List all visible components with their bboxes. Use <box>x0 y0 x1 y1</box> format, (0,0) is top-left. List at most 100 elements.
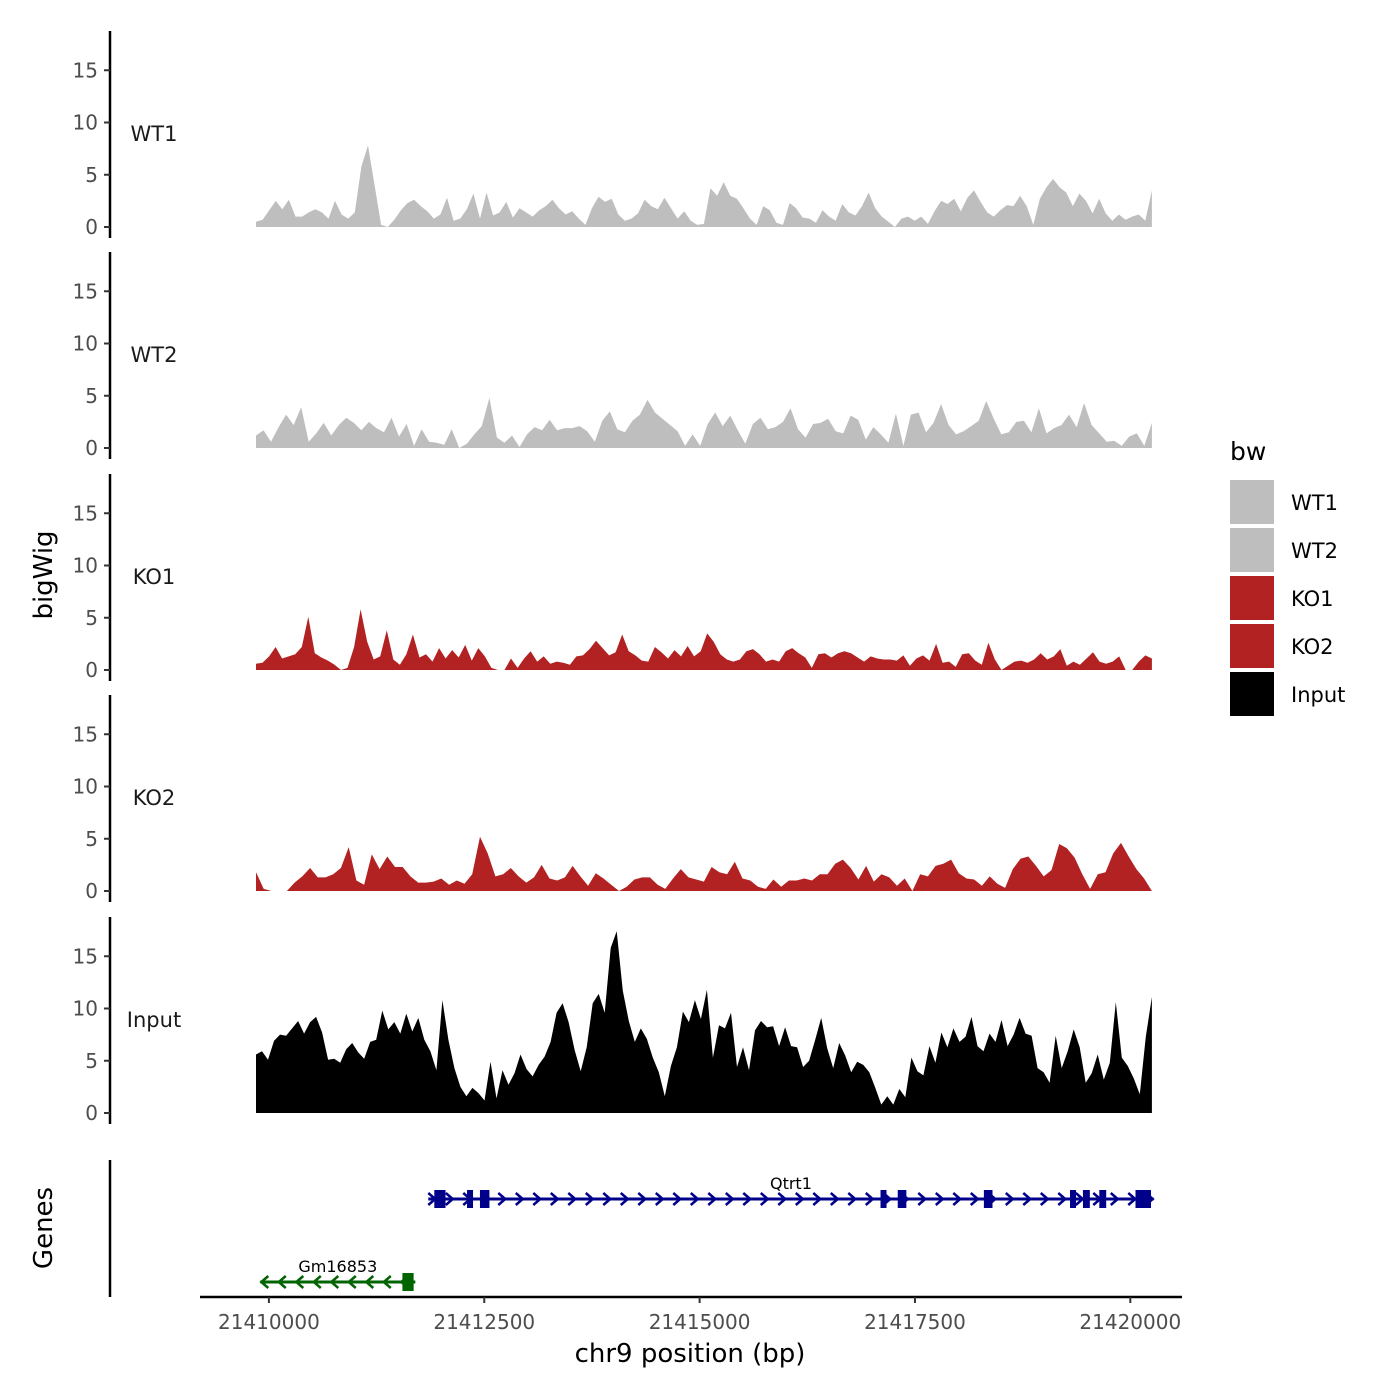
x-tick-label: 21412500 <box>433 1310 535 1334</box>
strand-arrow <box>742 1192 753 1206</box>
strand-arrow <box>444 1192 455 1206</box>
y-tick-label: 0 <box>85 436 98 460</box>
exon <box>1135 1190 1151 1208</box>
signal-tracks: 0 5 10 15 WT1 0 5 10 15 WT2 0 5 10 15 KO1 0 5 10 15 KO2 0 5 10… <box>73 31 1152 1125</box>
legend-label: WT2 <box>1291 539 1338 563</box>
strand-arrow <box>1127 1192 1138 1206</box>
strand-arrow <box>532 1192 543 1206</box>
gene-label: Gm16853 <box>298 1257 377 1276</box>
strand-arrow <box>619 1192 630 1206</box>
legend-title: bw <box>1230 437 1266 466</box>
legend-label: WT1 <box>1291 491 1338 515</box>
strand-arrow <box>969 1192 980 1206</box>
legend-swatch <box>1230 528 1274 572</box>
y-tick-label: 15 <box>73 944 98 968</box>
y-axis-title-genes: Genes <box>29 1187 59 1269</box>
y-tick-label: 5 <box>85 1049 98 1073</box>
y-tick-label: 5 <box>85 163 98 187</box>
legend-label: KO1 <box>1291 587 1334 611</box>
exon <box>434 1190 446 1208</box>
y-tick-label: 10 <box>73 775 98 799</box>
y-tick-label: 15 <box>73 58 98 82</box>
signal-area-wt1 <box>256 145 1152 227</box>
track-ko2: 0 5 10 15 KO2 <box>73 695 1152 903</box>
legend-item-wt2: WT2 <box>1230 528 1338 572</box>
exon <box>479 1190 490 1208</box>
track-wt2: 0 5 10 15 WT2 <box>73 252 1152 460</box>
y-tick-label: 15 <box>73 501 98 525</box>
strand-arrow <box>637 1192 648 1206</box>
y-tick-label: 15 <box>73 279 98 303</box>
x-tick-label: 21420000 <box>1079 1310 1181 1334</box>
strand-arrow <box>934 1192 945 1206</box>
strand-arrow <box>847 1192 858 1206</box>
strand-arrow <box>812 1192 823 1206</box>
exon <box>880 1190 887 1208</box>
exon <box>1082 1190 1090 1208</box>
strand-arrow <box>724 1192 735 1206</box>
track-label: WT2 <box>131 343 178 367</box>
gene-label: Qtrt1 <box>770 1174 812 1193</box>
strand-arrow <box>567 1192 578 1206</box>
strand-arrow <box>381 1275 392 1289</box>
y-tick-label: 10 <box>73 997 98 1021</box>
y-tick-label: 10 <box>73 332 98 356</box>
track-wt1: 0 5 10 15 WT1 <box>73 31 1152 239</box>
strand-arrow <box>759 1192 770 1206</box>
signal-area-input <box>256 931 1152 1113</box>
gene-qtrt1: Qtrt1 <box>427 1174 1155 1208</box>
x-tick-label: 21415000 <box>649 1310 751 1334</box>
x-tick-label: 21417500 <box>864 1310 966 1334</box>
strand-arrow <box>584 1192 595 1206</box>
track-label: Input <box>127 1008 181 1032</box>
strand-arrow <box>602 1192 613 1206</box>
exon <box>983 1190 993 1208</box>
legend-item-input: Input <box>1230 672 1345 716</box>
legend: bw WT1 WT2 KO1 KO2 Input <box>1230 437 1345 716</box>
y-tick-label: 5 <box>85 606 98 630</box>
gene-track: Gm16853 Qtrt1 <box>108 1160 1155 1297</box>
strand-arrow <box>864 1192 875 1206</box>
y-tick-label: 0 <box>85 658 98 682</box>
strand-arrow <box>654 1192 665 1206</box>
legend-swatch <box>1230 480 1274 524</box>
legend-item-ko2: KO2 <box>1230 624 1334 668</box>
strand-arrow <box>952 1192 963 1206</box>
exon <box>1070 1190 1077 1208</box>
strand-arrow <box>689 1192 700 1206</box>
strand-arrow <box>346 1275 357 1289</box>
y-tick-label: 0 <box>85 1101 98 1125</box>
strand-arrow <box>829 1192 840 1206</box>
strand-arrow <box>549 1192 560 1206</box>
strand-arrow <box>1109 1192 1120 1206</box>
strand-arrow <box>794 1192 805 1206</box>
legend-item-ko1: KO1 <box>1230 576 1334 620</box>
exon <box>402 1273 414 1291</box>
strand-arrow <box>329 1275 340 1289</box>
legend-swatch <box>1230 576 1274 620</box>
track-label: WT1 <box>131 122 178 146</box>
legend-item-wt1: WT1 <box>1230 480 1338 524</box>
strand-arrow <box>294 1275 305 1289</box>
gene-gm16853: Gm16853 <box>259 1257 416 1291</box>
x-axis: 21410000 21412500 21415000 21417500 21420000 <box>200 1295 1182 1334</box>
y-tick-label: 10 <box>73 111 98 135</box>
strand-arrow <box>672 1192 683 1206</box>
strand-arrow <box>777 1192 788 1206</box>
y-tick-label: 5 <box>85 384 98 408</box>
track-label: KO2 <box>133 786 176 810</box>
strand-arrow <box>1057 1192 1068 1206</box>
x-axis-title: chr9 position (bp) <box>575 1339 806 1369</box>
strand-arrow <box>1004 1192 1015 1206</box>
x-tick-label: 21410000 <box>218 1310 320 1334</box>
strand-arrow <box>364 1275 375 1289</box>
legend-swatch <box>1230 672 1274 716</box>
y-tick-label: 0 <box>85 879 98 903</box>
strand-arrow <box>514 1192 525 1206</box>
legend-label: Input <box>1291 683 1345 707</box>
track-input: 0 5 10 15 Input <box>73 917 1152 1125</box>
strand-arrow <box>707 1192 718 1206</box>
strand-arrow <box>1074 1192 1085 1206</box>
signal-area-ko2 <box>256 836 1152 891</box>
